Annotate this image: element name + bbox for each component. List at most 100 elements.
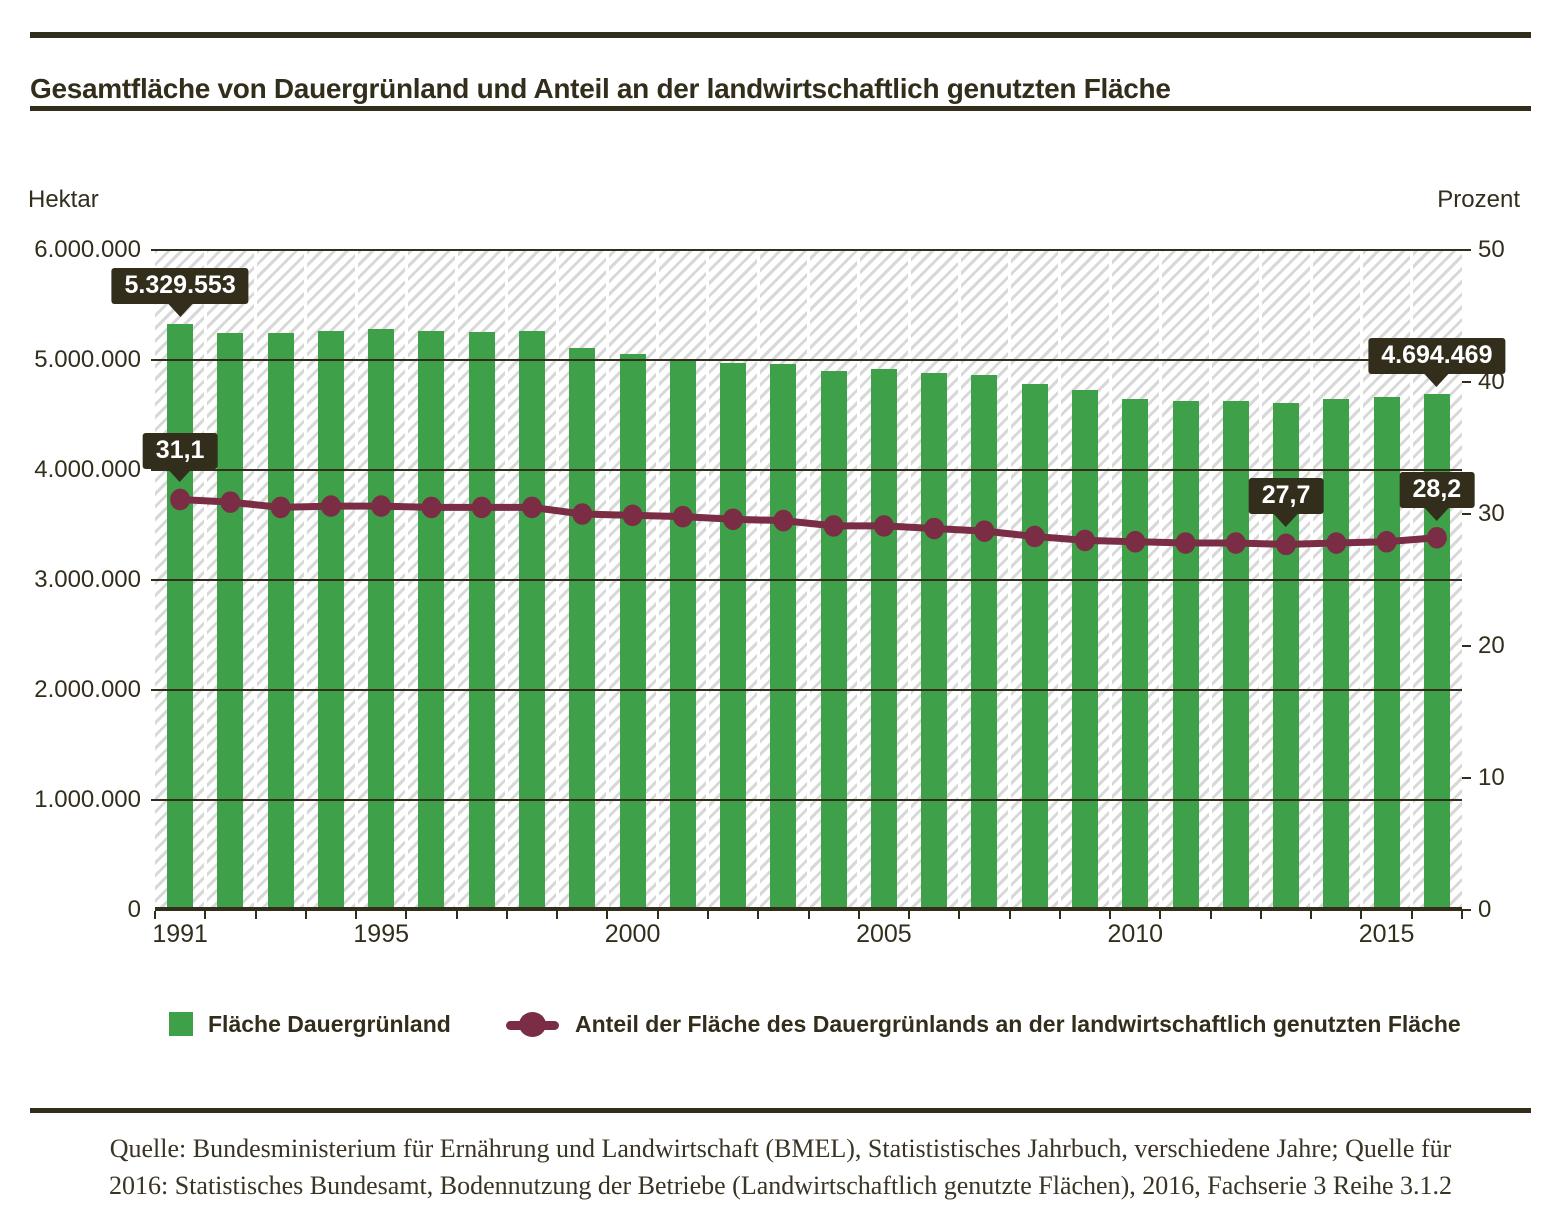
bar-1996 xyxy=(418,331,445,910)
gridline-4.000.000 xyxy=(151,469,1462,471)
trend-point-1997 xyxy=(471,496,492,519)
trend-point-2007 xyxy=(974,520,995,542)
bar-2005 xyxy=(870,369,897,910)
x-axis-tick xyxy=(254,911,257,919)
x-axis-tick xyxy=(1410,911,1413,919)
right-tick-label-30: 30 xyxy=(1478,500,1505,527)
bar-2003 xyxy=(770,363,797,910)
bar-1997 xyxy=(468,331,495,910)
x-axis-label-1995: 1995 xyxy=(353,920,410,948)
gridline-3.000.000 xyxy=(151,579,1462,581)
x-axis-tick xyxy=(556,911,559,919)
source-line-1: Quelle: Bundesministerium für Ernährung … xyxy=(109,1134,1452,1163)
trend-point-1991 xyxy=(170,488,191,511)
x-axis-tick xyxy=(1058,911,1061,919)
bar-1992 xyxy=(217,332,244,910)
trend-point-2001 xyxy=(672,505,693,528)
callout-1991-0: 5.329.553 xyxy=(111,267,249,304)
x-axis-tick xyxy=(405,911,408,919)
trend-point-2003 xyxy=(773,509,794,532)
trend-point-1998 xyxy=(522,496,543,519)
legend: Fläche Dauergrünland Anteil der Fläche d… xyxy=(0,1005,1561,1055)
right-tick-label-50: 50 xyxy=(1478,236,1505,263)
trend-point-2013 xyxy=(1276,533,1297,556)
trend-point-2016 xyxy=(1426,526,1447,549)
trend-line-layer xyxy=(170,488,1447,556)
bar-1995 xyxy=(368,328,395,910)
legend-line-label: Anteil der Fläche des Dauergrünlands an … xyxy=(575,1011,1461,1037)
x-axis-tick xyxy=(204,911,207,919)
x-axis-tick xyxy=(154,911,156,919)
trend-point-2015 xyxy=(1376,530,1397,553)
trend-point-1996 xyxy=(421,496,442,519)
x-axis-tick xyxy=(1159,911,1162,919)
trend-point-1995 xyxy=(371,495,392,517)
bar-2009 xyxy=(1071,390,1098,910)
right-axis-tick xyxy=(1462,645,1471,647)
bar-2000 xyxy=(619,354,646,910)
legend-dot-glyph xyxy=(519,1012,546,1037)
bar-2011 xyxy=(1172,401,1199,910)
bar-2008 xyxy=(1021,384,1048,910)
page-title: Gesamtfläche von Dauergrünland und Antei… xyxy=(30,72,1171,104)
trend-point-2009 xyxy=(1074,529,1095,552)
right-axis-tick xyxy=(1462,249,1471,251)
bar-2001 xyxy=(669,359,696,910)
callout-1991-1: 31,1 xyxy=(142,433,218,470)
footer-rule xyxy=(30,1108,1531,1113)
left-tick-label-2.000.000: 2.000.000 xyxy=(34,676,141,703)
bar-2014 xyxy=(1323,399,1350,910)
right-axis-tick xyxy=(1462,909,1471,911)
left-tick-label-5.000.000: 5.000.000 xyxy=(34,346,141,373)
x-axis-tick xyxy=(455,911,458,919)
x-axis-label-2000: 2000 xyxy=(604,920,661,948)
right-tick-label-0: 0 xyxy=(1478,896,1492,923)
bar-1998 xyxy=(519,331,546,910)
bar-1994 xyxy=(317,331,344,910)
bar-2010 xyxy=(1122,399,1149,910)
x-axis-line xyxy=(155,907,1462,911)
right-tick-label-10: 10 xyxy=(1478,764,1505,791)
trend-point-2008 xyxy=(1024,525,1045,548)
x-axis-label-2015: 2015 xyxy=(1358,920,1415,948)
bar-2004 xyxy=(820,371,847,910)
x-axis-tick xyxy=(757,911,760,919)
trend-point-2010 xyxy=(1125,530,1146,553)
top-rule xyxy=(30,32,1531,38)
title-underline-rule xyxy=(30,106,1531,111)
x-axis-label-2010: 2010 xyxy=(1107,920,1164,948)
right-axis-tick xyxy=(1462,777,1471,779)
bar-2015 xyxy=(1373,397,1400,910)
trend-point-2011 xyxy=(1175,532,1196,554)
trend-point-2004 xyxy=(823,515,844,537)
x-axis-tick xyxy=(908,911,911,919)
trend-point-2000 xyxy=(622,504,643,527)
right-axis-tick xyxy=(1462,513,1471,515)
x-axis-tick xyxy=(1310,911,1313,919)
left-tick-label-0: 0 xyxy=(127,896,141,923)
bar-2006 xyxy=(921,373,948,910)
bar-1993 xyxy=(267,333,294,910)
trend-point-2012 xyxy=(1225,532,1246,554)
x-axis-tick xyxy=(1109,911,1112,919)
x-axis-tick xyxy=(606,911,609,919)
trend-point-2006 xyxy=(924,517,945,540)
legend-bar-swatch xyxy=(169,1012,193,1036)
bar-2012 xyxy=(1222,401,1249,910)
bar-1991 xyxy=(167,323,194,910)
callout-2013-1: 27,7 xyxy=(1248,478,1324,515)
trend-point-1994 xyxy=(320,495,341,517)
x-axis-tick xyxy=(958,911,961,919)
gridline-2.000.000 xyxy=(151,689,1462,691)
left-tick-label-4.000.000: 4.000.000 xyxy=(34,456,141,483)
trend-point-1993 xyxy=(270,496,291,519)
x-axis-tick xyxy=(1209,911,1212,919)
callout-2016-1: 28,2 xyxy=(1399,471,1475,508)
x-axis-tick xyxy=(706,911,709,919)
plot-area xyxy=(151,249,1462,910)
left-axis-unit-label: Hektar xyxy=(28,186,99,213)
x-axis-tick xyxy=(505,911,508,919)
x-axis-label-1991: 1991 xyxy=(152,920,208,948)
trend-point-2005 xyxy=(873,515,894,537)
